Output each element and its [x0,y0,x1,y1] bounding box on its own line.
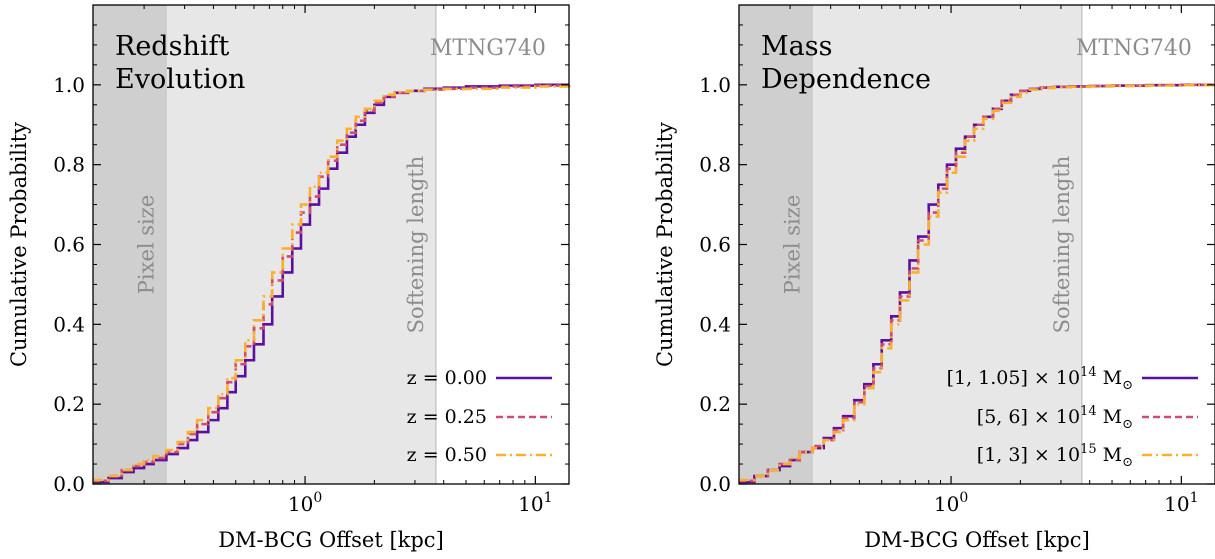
xtick-exponent: 0 [959,490,968,506]
panel-title-line-1: Dependence [761,64,931,95]
ytick-label: 1.0 [699,73,731,97]
legend-label-2: z = 0.50 [407,444,487,466]
legend-label-0: [1, 1.05] × 1014 M⊙ [947,365,1133,393]
xtick-label: 101 [1164,490,1198,516]
legend-range: [1, 3] × 10 [977,444,1080,466]
softening-length-label: Softening length [404,156,428,334]
pixel-size-label: Pixel size [134,195,158,295]
legend-unit: M [1097,367,1123,389]
ytick-label: 0.2 [53,392,85,416]
legend-exponent: 14 [1080,404,1097,419]
xtick-label: 100 [934,490,968,516]
xtick-base: 10 [1164,492,1189,516]
xtick-exponent: 0 [313,490,322,506]
panel-title-line-0: Redshift [115,31,229,62]
xtick-exponent: 1 [544,490,553,506]
pixel-size-label: Pixel size [780,195,804,295]
legend-label-2: [1, 3] × 1015 M⊙ [977,442,1133,470]
panel-redshift-evolution: Pixel size Softening length 0.0 0.2 0.4 0.6 0.… [7,4,571,552]
ytick-label: 0.6 [53,233,85,257]
xtick-label: 100 [288,490,322,516]
legend-label-1: [5, 6] × 1014 M⊙ [977,404,1133,432]
legend-exponent: 14 [1080,365,1097,380]
ytick-label: 0.6 [699,233,731,257]
xtick-base: 10 [518,492,543,516]
x-axis-label: DM-BCG Offset [kpc] [218,528,444,552]
ytick-label: 1.0 [53,73,85,97]
legend-sun-symbol: ⊙ [1122,455,1133,470]
ytick-label: 0.0 [699,472,731,496]
legend-exponent: 15 [1080,442,1097,457]
simulation-label: MTNG740 [430,36,546,61]
legend-label-0: z = 0.00 [407,367,487,389]
xtick-label: 101 [518,490,552,516]
ytick-label: 0.8 [53,153,85,177]
pixel-size-band [739,5,813,484]
softening-length-label: Softening length [1050,156,1074,334]
legend-label-1: z = 0.25 [407,406,487,428]
panel-mass-dependence: Pixel size Softening length 0.0 0.2 0.4 0.6 0.… [653,4,1215,552]
legend-range: [1, 1.05] × 10 [947,367,1080,389]
ytick-label: 0.4 [699,312,731,336]
ytick-label: 0.8 [699,153,731,177]
xtick-base: 10 [934,492,959,516]
ytick-label: 0.2 [699,392,731,416]
x-axis-label: DM-BCG Offset [kpc] [864,528,1090,552]
y-axis-label: Cumulative Probability [653,122,677,367]
legend-range: [5, 6] × 10 [977,406,1080,428]
panel-title-line-1: Evolution [115,64,245,95]
ytick-label: 0.4 [53,312,85,336]
legend-sun-symbol: ⊙ [1122,378,1133,393]
pixel-size-band [93,5,167,484]
panel-title-line-0: Mass [761,31,832,62]
legend-unit: M [1097,444,1123,466]
series-line-2 [93,84,571,482]
simulation-label: MTNG740 [1076,36,1192,61]
legend-sun-symbol: ⊙ [1122,417,1133,432]
ytick-label: 0.0 [53,472,85,496]
xtick-base: 10 [288,492,313,516]
series-line-2 [739,83,1215,482]
y-axis-label: Cumulative Probability [7,122,31,367]
legend-unit: M [1097,406,1123,428]
xtick-exponent: 1 [1190,490,1199,506]
